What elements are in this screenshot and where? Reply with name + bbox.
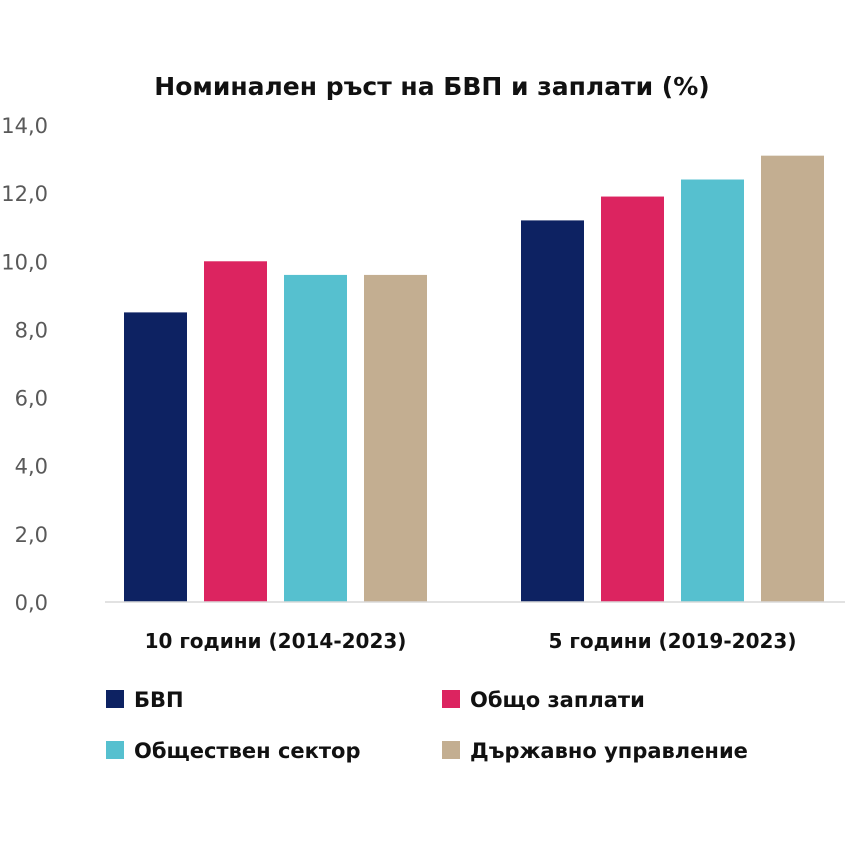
legend-swatch <box>442 690 460 708</box>
y-tick-label: 6,0 <box>15 387 48 411</box>
legend-swatch <box>106 690 124 708</box>
bar <box>284 274 347 602</box>
bar <box>761 155 824 602</box>
x-axis: 10 години (2014-2023) 5 години (2019-2023… <box>145 629 797 653</box>
legend-swatch <box>442 741 460 759</box>
bar <box>364 274 427 602</box>
bar <box>521 220 584 602</box>
y-tick-label: 14,0 <box>1 114 48 138</box>
chart-title: Номинален ръст на БВП и заплати (%) <box>154 72 709 101</box>
legend-label: БВП <box>134 688 184 712</box>
bar <box>124 312 187 602</box>
x-category-label: 10 години (2014-2023) <box>145 629 407 653</box>
bar <box>601 196 664 603</box>
y-tick-label: 2,0 <box>15 523 48 547</box>
y-tick-label: 8,0 <box>15 318 48 342</box>
y-tick-label: 0,0 <box>15 591 48 615</box>
bar <box>204 261 267 602</box>
x-category-label: 5 години (2019-2023) <box>549 629 797 653</box>
legend-label: Обществен сектор <box>134 739 361 763</box>
bar <box>681 179 744 602</box>
y-tick-label: 10,0 <box>1 250 48 274</box>
y-tick-label: 12,0 <box>1 182 48 206</box>
legend-swatch <box>106 741 124 759</box>
y-tick-label: 4,0 <box>15 455 48 479</box>
legend: БВП Общо заплати Обществен сектор Държавно … <box>106 688 748 763</box>
legend-label: Общо заплати <box>470 688 645 712</box>
bars <box>124 155 824 603</box>
legend-label: Държавно управление <box>470 739 748 763</box>
y-axis: 0,0 2,0 4,0 6,0 8,0 10,0 12,0 14,0 <box>1 114 48 615</box>
